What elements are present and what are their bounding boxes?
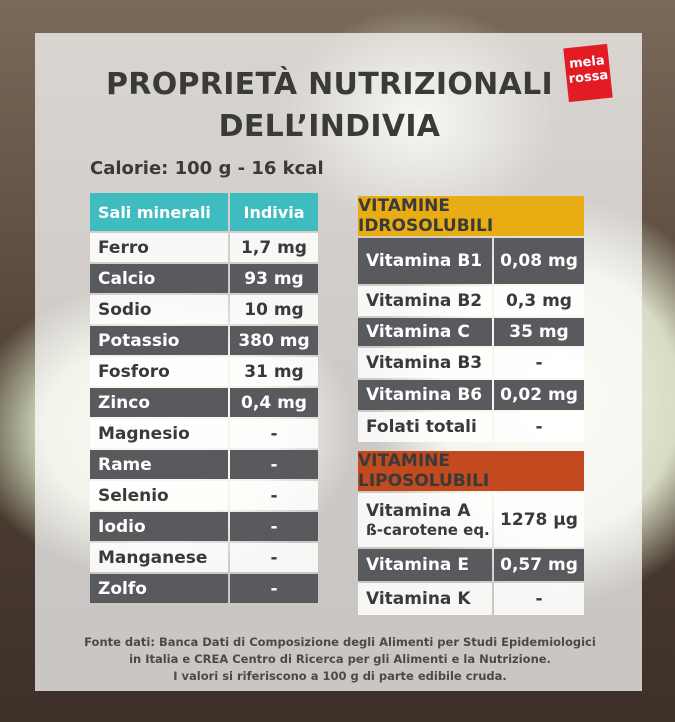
mineral-row: Magnesio - bbox=[90, 419, 318, 448]
mineral-value: - bbox=[230, 450, 318, 479]
vitamin-value: - bbox=[494, 583, 584, 615]
vitamin-value: 0,02 mg bbox=[494, 380, 584, 410]
water-vitamin-row: Vitamina C 35 mg bbox=[358, 318, 584, 346]
mineral-row: Selenio - bbox=[90, 481, 318, 510]
water-vitamins-table: VITAMINE IDROSOLUBILI Vitamina B1 0,08 mg… bbox=[356, 194, 586, 444]
source-line1: Fonte dati: Banca Dati di Composizione d… bbox=[84, 635, 596, 649]
vitamin-name: Vitamina C bbox=[358, 318, 492, 346]
vitamin-name: Vitamina B2 bbox=[358, 286, 492, 316]
mineral-value: 380 mg bbox=[230, 326, 318, 355]
vitamin-name: Vitamina K bbox=[366, 589, 471, 609]
vitamin-name: Folati totali bbox=[358, 412, 492, 442]
vitamin-name: Vitamina A bbox=[366, 501, 471, 521]
title-line2: DELL’INDIVIA bbox=[218, 109, 441, 144]
fat-vitamins-header: VITAMINE LIPOSOLUBILI bbox=[358, 451, 584, 491]
source-line3: I valori si riferiscono a 100 g di parte… bbox=[173, 669, 507, 683]
mineral-value: 1,7 mg bbox=[230, 233, 318, 262]
mineral-row: Manganese - bbox=[90, 543, 318, 572]
water-vitamin-row: Vitamina B1 0,08 mg bbox=[358, 238, 584, 284]
fat-vitamin-row: Vitamina E 0,57 mg bbox=[358, 549, 584, 581]
mineral-name: Ferro bbox=[90, 233, 228, 262]
mineral-value: 31 mg bbox=[230, 357, 318, 386]
water-vitamin-row: Vitamina B3- bbox=[358, 348, 584, 378]
mineral-row: Ferro 1,7 mg bbox=[90, 233, 318, 262]
mineral-name: Rame bbox=[90, 450, 228, 479]
mineral-name: Fosforo bbox=[90, 357, 228, 386]
fat-vitamins-header-row: VITAMINE LIPOSOLUBILI bbox=[358, 451, 584, 491]
mineral-value: - bbox=[230, 481, 318, 510]
vitamin-value: 0,57 mg bbox=[494, 549, 584, 581]
mineral-row: Zolfo - bbox=[90, 574, 318, 603]
vitamin-name: Vitamina B1 bbox=[358, 238, 492, 284]
fat-vitamin-row: Vitamina K - bbox=[358, 583, 584, 615]
mineral-row: Sodio 10 mg bbox=[90, 295, 318, 324]
mineral-value: - bbox=[230, 419, 318, 448]
mineral-row: Iodio - bbox=[90, 512, 318, 541]
mineral-value: 0,4 mg bbox=[230, 388, 318, 417]
mineral-name: Magnesio bbox=[90, 419, 228, 448]
mineral-name: Zinco bbox=[90, 388, 228, 417]
melarossa-logo: mela rossa bbox=[563, 43, 613, 103]
mineral-value: - bbox=[230, 574, 318, 603]
water-vitamin-row: Vitamina B6 0,02 mg bbox=[358, 380, 584, 410]
mineral-name: Iodio bbox=[90, 512, 228, 541]
vitamin-value: - bbox=[494, 348, 584, 378]
mineral-value: - bbox=[230, 512, 318, 541]
water-vitamin-row: Vitamina B2 0,3 mg bbox=[358, 286, 584, 316]
mineral-name: Potassio bbox=[90, 326, 228, 355]
water-vitamin-row: Folati totali - bbox=[358, 412, 584, 442]
vitamin-name-cell: Vitamina E bbox=[358, 549, 492, 581]
title-line1: PROPRIETÀ NUTRIZIONALI bbox=[106, 67, 553, 102]
water-vitamins-header-row: VITAMINE IDROSOLUBILI bbox=[358, 196, 584, 236]
mineral-name: Manganese bbox=[90, 543, 228, 572]
minerals-header-value: Indivia bbox=[230, 193, 318, 231]
mineral-name: Sodio bbox=[90, 295, 228, 324]
mineral-row: Calcio 93 mg bbox=[90, 264, 318, 293]
minerals-header-row: Sali minerali Indivia bbox=[90, 193, 318, 231]
vitamin-value: 35 mg bbox=[494, 318, 584, 346]
mineral-row: Potassio 380 mg bbox=[90, 326, 318, 355]
mineral-name: Calcio bbox=[90, 264, 228, 293]
vitamin-name-cell: Vitamina K bbox=[358, 583, 492, 615]
data-source-note: Fonte dati: Banca Dati di Composizione d… bbox=[70, 634, 610, 685]
mineral-row: Rame - bbox=[90, 450, 318, 479]
minerals-table: Sali minerali Indivia Ferro 1,7 mg Calcio 9… bbox=[88, 191, 320, 605]
vitamin-value: 0,3 mg bbox=[494, 286, 584, 316]
mineral-value: 93 mg bbox=[230, 264, 318, 293]
source-line2: in Italia e CREA Centro di Ricerca per g… bbox=[129, 652, 551, 666]
minerals-header-name: Sali minerali bbox=[90, 193, 228, 231]
mineral-name: Zolfo bbox=[90, 574, 228, 603]
mineral-value: 10 mg bbox=[230, 295, 318, 324]
vitamin-value: 0,08 mg bbox=[494, 238, 584, 284]
mineral-value: - bbox=[230, 543, 318, 572]
vitamin-subname: ß-carotene eq. bbox=[366, 521, 490, 539]
vitamin-name: Vitamina B3 bbox=[358, 348, 492, 378]
vitamin-value: 1278 µg bbox=[494, 493, 584, 547]
mineral-name: Selenio bbox=[90, 481, 228, 510]
calorie-info: Calorie: 100 g - 16 kcal bbox=[90, 158, 324, 179]
mineral-row: Zinco 0,4 mg bbox=[90, 388, 318, 417]
vitamin-name: Vitamina E bbox=[366, 555, 469, 575]
logo-line2: rossa bbox=[567, 67, 609, 88]
vitamin-value: - bbox=[494, 412, 584, 442]
vitamin-name: Vitamina B6 bbox=[358, 380, 492, 410]
mineral-row: Fosforo 31 mg bbox=[90, 357, 318, 386]
water-vitamins-header: VITAMINE IDROSOLUBILI bbox=[358, 196, 584, 236]
